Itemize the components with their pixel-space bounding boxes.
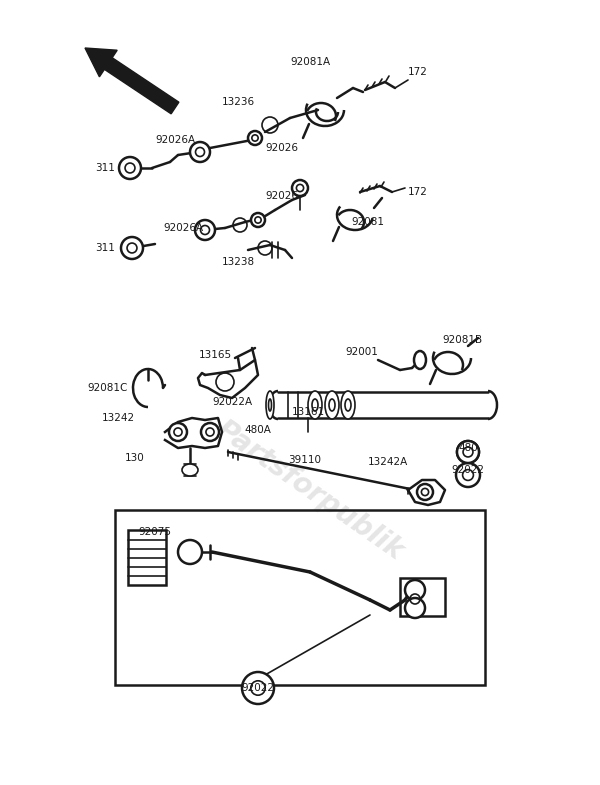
Text: 130: 130 <box>125 453 145 463</box>
Bar <box>128 530 166 585</box>
Ellipse shape <box>414 351 426 369</box>
Text: 92001: 92001 <box>346 347 379 357</box>
Ellipse shape <box>292 180 308 196</box>
Text: 92022A: 92022A <box>212 397 252 407</box>
Ellipse shape <box>341 391 355 419</box>
Circle shape <box>178 540 202 564</box>
Ellipse shape <box>195 220 215 240</box>
Ellipse shape <box>457 441 479 463</box>
Text: 13236: 13236 <box>221 97 254 107</box>
FancyArrow shape <box>85 48 179 114</box>
Circle shape <box>405 580 425 600</box>
Text: 13242A: 13242A <box>368 457 408 467</box>
Text: 92081: 92081 <box>352 217 385 227</box>
Polygon shape <box>165 418 222 448</box>
Ellipse shape <box>417 484 433 500</box>
Text: 311: 311 <box>95 163 115 173</box>
Text: 92022: 92022 <box>452 465 485 475</box>
Circle shape <box>242 672 274 704</box>
Text: 92026A: 92026A <box>155 135 195 145</box>
Text: 92026: 92026 <box>265 143 299 153</box>
Circle shape <box>405 598 425 618</box>
Ellipse shape <box>190 142 210 162</box>
Text: 92026A: 92026A <box>163 223 203 233</box>
Polygon shape <box>408 480 445 505</box>
Ellipse shape <box>266 391 274 419</box>
Text: 480A: 480A <box>245 425 271 435</box>
Text: 172: 172 <box>408 67 428 77</box>
Text: 480: 480 <box>458 443 478 453</box>
Ellipse shape <box>308 391 322 419</box>
Text: 92075: 92075 <box>139 527 172 537</box>
Text: 92022: 92022 <box>241 683 275 693</box>
Text: 13165: 13165 <box>199 350 232 360</box>
Ellipse shape <box>325 391 339 419</box>
Text: 92081C: 92081C <box>88 383 128 393</box>
Bar <box>400 578 445 616</box>
Text: 92081B: 92081B <box>442 335 482 345</box>
Text: 92081A: 92081A <box>290 57 330 67</box>
Text: Partsforpublik: Partsforpublik <box>211 414 409 565</box>
Ellipse shape <box>251 213 265 227</box>
Bar <box>115 510 485 685</box>
Ellipse shape <box>456 463 480 487</box>
Ellipse shape <box>201 423 219 441</box>
Ellipse shape <box>121 237 143 259</box>
Text: 92026: 92026 <box>265 191 299 201</box>
Text: 13161: 13161 <box>292 407 325 417</box>
Text: 311: 311 <box>95 243 115 253</box>
Text: 39110: 39110 <box>289 455 322 465</box>
Ellipse shape <box>169 423 187 441</box>
Ellipse shape <box>248 131 262 145</box>
Ellipse shape <box>182 464 198 476</box>
Ellipse shape <box>457 441 479 463</box>
Text: 13238: 13238 <box>221 257 254 267</box>
Ellipse shape <box>119 157 141 179</box>
Polygon shape <box>198 360 258 398</box>
Text: 13242: 13242 <box>101 413 134 423</box>
Text: 172: 172 <box>408 187 428 197</box>
